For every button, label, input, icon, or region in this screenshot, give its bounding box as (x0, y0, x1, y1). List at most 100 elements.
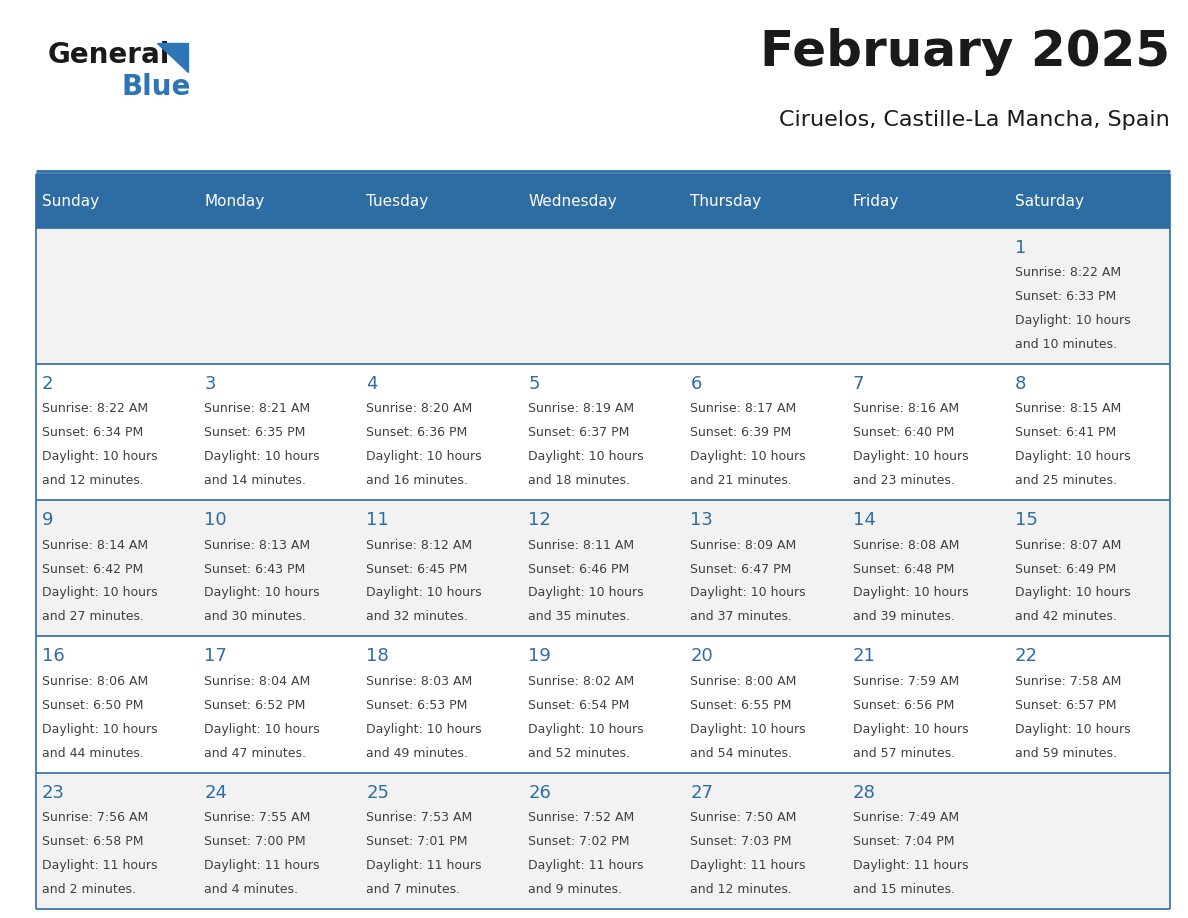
Text: Sunset: 6:56 PM: Sunset: 6:56 PM (853, 699, 954, 711)
Text: Sunset: 6:39 PM: Sunset: 6:39 PM (690, 426, 791, 440)
Text: General: General (48, 41, 170, 70)
Text: Monday: Monday (204, 194, 265, 208)
Text: 21: 21 (853, 647, 876, 666)
Text: Sunrise: 8:22 AM: Sunrise: 8:22 AM (1015, 266, 1120, 279)
Text: 13: 13 (690, 511, 713, 529)
Text: Sunrise: 8:00 AM: Sunrise: 8:00 AM (690, 675, 797, 688)
Text: Daylight: 10 hours: Daylight: 10 hours (42, 450, 158, 464)
Text: Sunset: 7:02 PM: Sunset: 7:02 PM (529, 835, 630, 848)
Text: Sunset: 6:49 PM: Sunset: 6:49 PM (1015, 563, 1116, 576)
Bar (36, 636, 1170, 773)
Text: Daylight: 10 hours: Daylight: 10 hours (204, 450, 320, 464)
Text: Sunset: 7:03 PM: Sunset: 7:03 PM (690, 835, 792, 848)
Text: Sunrise: 7:49 AM: Sunrise: 7:49 AM (853, 812, 959, 824)
Text: Sunrise: 8:15 AM: Sunrise: 8:15 AM (1015, 402, 1120, 416)
Bar (846, 174, 1009, 228)
Text: 2: 2 (42, 375, 53, 393)
Text: and 14 minutes.: and 14 minutes. (204, 474, 307, 487)
Text: Sunday: Sunday (42, 194, 100, 208)
Text: Daylight: 10 hours: Daylight: 10 hours (366, 450, 482, 464)
Text: and 32 minutes.: and 32 minutes. (366, 610, 468, 623)
Text: Daylight: 11 hours: Daylight: 11 hours (204, 859, 320, 872)
Text: Daylight: 10 hours: Daylight: 10 hours (690, 450, 805, 464)
Text: Thursday: Thursday (690, 194, 762, 208)
Text: Daylight: 10 hours: Daylight: 10 hours (1015, 587, 1130, 599)
Text: Friday: Friday (853, 194, 899, 208)
Text: Daylight: 11 hours: Daylight: 11 hours (366, 859, 482, 872)
Text: and 49 minutes.: and 49 minutes. (366, 746, 468, 759)
Text: Saturday: Saturday (1015, 194, 1083, 208)
Text: and 18 minutes.: and 18 minutes. (529, 474, 631, 487)
Text: 8: 8 (1015, 375, 1026, 393)
Bar (1009, 174, 1170, 228)
Text: 3: 3 (204, 375, 216, 393)
Text: Sunrise: 7:50 AM: Sunrise: 7:50 AM (690, 812, 797, 824)
Text: 23: 23 (42, 784, 65, 801)
Text: and 7 minutes.: and 7 minutes. (366, 883, 461, 896)
Text: Daylight: 11 hours: Daylight: 11 hours (853, 859, 968, 872)
Text: Sunset: 6:47 PM: Sunset: 6:47 PM (690, 563, 792, 576)
Text: and 42 minutes.: and 42 minutes. (1015, 610, 1117, 623)
Text: Sunset: 6:50 PM: Sunset: 6:50 PM (42, 699, 144, 711)
Text: 15: 15 (1015, 511, 1037, 529)
Text: and 59 minutes.: and 59 minutes. (1015, 746, 1117, 759)
Text: and 21 minutes.: and 21 minutes. (690, 474, 792, 487)
Text: and 44 minutes.: and 44 minutes. (42, 746, 144, 759)
Text: Sunrise: 7:58 AM: Sunrise: 7:58 AM (1015, 675, 1121, 688)
Text: and 16 minutes.: and 16 minutes. (366, 474, 468, 487)
Text: Sunset: 6:35 PM: Sunset: 6:35 PM (204, 426, 305, 440)
Text: Sunrise: 8:21 AM: Sunrise: 8:21 AM (204, 402, 310, 416)
Bar (197, 174, 360, 228)
Text: Sunrise: 8:16 AM: Sunrise: 8:16 AM (853, 402, 959, 416)
Text: Daylight: 11 hours: Daylight: 11 hours (690, 859, 805, 872)
Text: Sunset: 6:36 PM: Sunset: 6:36 PM (366, 426, 468, 440)
Text: Blue: Blue (121, 73, 190, 102)
Text: Sunrise: 8:03 AM: Sunrise: 8:03 AM (366, 675, 473, 688)
Text: 25: 25 (366, 784, 390, 801)
Text: Sunset: 7:01 PM: Sunset: 7:01 PM (366, 835, 468, 848)
Text: Daylight: 11 hours: Daylight: 11 hours (529, 859, 644, 872)
Text: Sunset: 7:00 PM: Sunset: 7:00 PM (204, 835, 305, 848)
Text: Sunset: 6:40 PM: Sunset: 6:40 PM (853, 426, 954, 440)
Text: and 2 minutes.: and 2 minutes. (42, 883, 137, 896)
Text: Sunrise: 8:11 AM: Sunrise: 8:11 AM (529, 539, 634, 552)
Text: Sunset: 6:58 PM: Sunset: 6:58 PM (42, 835, 144, 848)
Text: Daylight: 10 hours: Daylight: 10 hours (853, 722, 968, 735)
Text: Daylight: 10 hours: Daylight: 10 hours (529, 587, 644, 599)
Text: 26: 26 (529, 784, 551, 801)
Text: 20: 20 (690, 647, 713, 666)
Text: Daylight: 10 hours: Daylight: 10 hours (1015, 722, 1130, 735)
Text: and 12 minutes.: and 12 minutes. (690, 883, 792, 896)
Text: Sunrise: 8:20 AM: Sunrise: 8:20 AM (366, 402, 473, 416)
Text: Sunset: 6:37 PM: Sunset: 6:37 PM (529, 426, 630, 440)
Text: and 25 minutes.: and 25 minutes. (1015, 474, 1117, 487)
Text: and 35 minutes.: and 35 minutes. (529, 610, 631, 623)
Text: Sunset: 6:48 PM: Sunset: 6:48 PM (853, 563, 954, 576)
Text: Sunrise: 8:07 AM: Sunrise: 8:07 AM (1015, 539, 1121, 552)
Text: Sunset: 6:45 PM: Sunset: 6:45 PM (366, 563, 468, 576)
Text: Sunset: 6:43 PM: Sunset: 6:43 PM (204, 563, 305, 576)
Text: and 30 minutes.: and 30 minutes. (204, 610, 307, 623)
Text: Sunrise: 8:04 AM: Sunrise: 8:04 AM (204, 675, 310, 688)
Text: 10: 10 (204, 511, 227, 529)
Text: and 4 minutes.: and 4 minutes. (204, 883, 298, 896)
Text: and 39 minutes.: and 39 minutes. (853, 610, 954, 623)
Text: Daylight: 10 hours: Daylight: 10 hours (366, 587, 482, 599)
Text: Sunset: 6:41 PM: Sunset: 6:41 PM (1015, 426, 1116, 440)
Text: Sunrise: 8:13 AM: Sunrise: 8:13 AM (204, 539, 310, 552)
Text: Sunrise: 7:56 AM: Sunrise: 7:56 AM (42, 812, 148, 824)
Text: Daylight: 10 hours: Daylight: 10 hours (690, 722, 805, 735)
Text: 16: 16 (42, 647, 65, 666)
Text: Sunrise: 8:22 AM: Sunrise: 8:22 AM (42, 402, 148, 416)
Text: Sunset: 6:55 PM: Sunset: 6:55 PM (690, 699, 792, 711)
Text: and 27 minutes.: and 27 minutes. (42, 610, 144, 623)
Bar (36, 773, 1170, 909)
Text: and 37 minutes.: and 37 minutes. (690, 610, 792, 623)
Text: 17: 17 (204, 647, 227, 666)
Text: Daylight: 10 hours: Daylight: 10 hours (529, 722, 644, 735)
Text: Sunset: 6:53 PM: Sunset: 6:53 PM (366, 699, 468, 711)
Text: 19: 19 (529, 647, 551, 666)
Bar (36, 500, 1170, 636)
Text: Sunset: 6:42 PM: Sunset: 6:42 PM (42, 563, 144, 576)
Text: Ciruelos, Castille-La Mancha, Spain: Ciruelos, Castille-La Mancha, Spain (779, 110, 1170, 130)
